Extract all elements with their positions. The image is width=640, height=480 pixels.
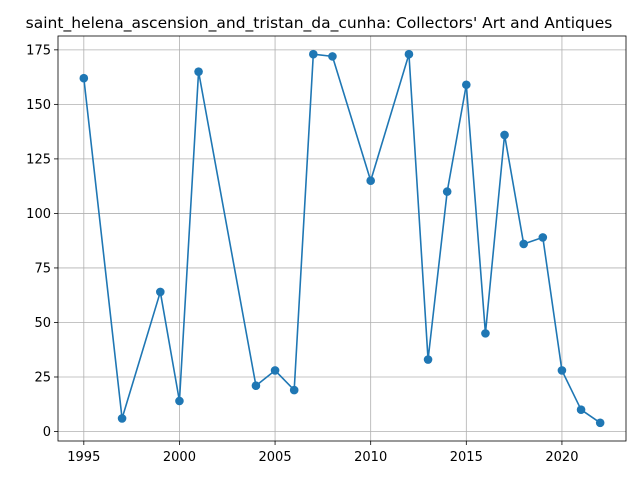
data-point: [404, 49, 414, 59]
x-tick-label: 2015: [450, 450, 483, 465]
y-tick-label: 0: [43, 425, 51, 440]
data-point: [557, 366, 567, 375]
y-tick-label: 50: [34, 316, 51, 331]
data-point: [175, 396, 184, 406]
data-point: [117, 414, 127, 423]
y-tick-label: 175: [26, 43, 51, 58]
data-point: [462, 80, 471, 90]
data-point: [309, 49, 318, 59]
data-point: [328, 52, 337, 61]
x-tick-label: 2000: [163, 450, 196, 465]
x-tick-label: 1995: [67, 450, 100, 465]
data-point: [289, 385, 299, 395]
x-tick-label: 2010: [354, 450, 387, 465]
data-point: [270, 366, 280, 375]
series-line: [83, 53, 601, 424]
y-tick-label: 100: [26, 207, 51, 222]
data-point: [79, 73, 89, 83]
chart-title: saint_helena_ascension_and_tristan_da_cu…: [26, 14, 613, 33]
y-tick-label: 125: [26, 152, 51, 167]
data-point: [251, 381, 261, 391]
x-tick-label: 2020: [545, 450, 578, 465]
data-point: [500, 130, 509, 140]
data-point: [576, 405, 586, 415]
y-tick-label: 75: [34, 261, 51, 276]
axis-ticks: 1995 2000 2005 2010 2015 2020 0 25 50 75 100 125 150…: [26, 43, 578, 465]
data-point: [442, 187, 452, 196]
data-point: [538, 233, 548, 242]
data-point: [481, 329, 490, 338]
plot-frame: [57, 35, 627, 442]
data-point: [156, 287, 165, 297]
series-layer: [79, 49, 605, 428]
data-point: [519, 239, 528, 249]
x-tick-label: 2005: [259, 450, 292, 465]
data-point: [423, 355, 433, 364]
y-tick-label: 25: [34, 370, 51, 385]
grid: [58, 36, 626, 441]
y-tick-label: 150: [26, 98, 51, 113]
data-point: [366, 176, 375, 186]
data-point: [595, 418, 605, 428]
data-point: [194, 67, 203, 76]
